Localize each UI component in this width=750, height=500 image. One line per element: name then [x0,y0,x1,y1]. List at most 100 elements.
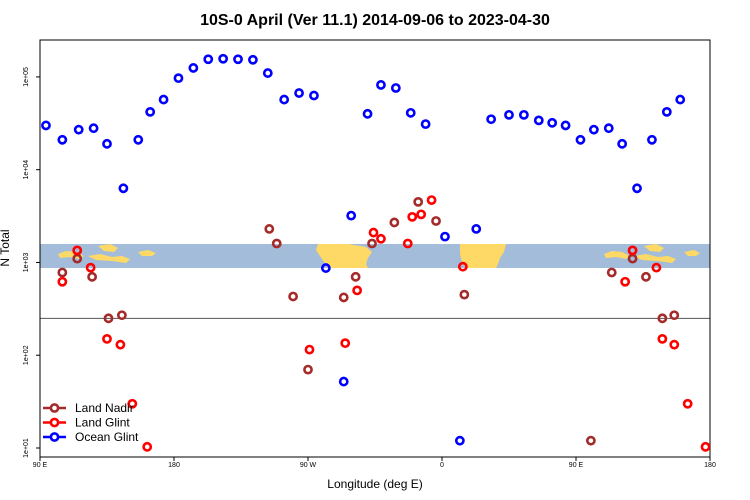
land-nadir-point [585,435,596,446]
ocean-glint-point [173,73,184,84]
land-glint-point [376,233,386,244]
y-axis-ticks: 1e+01 1e+02 1e+03 1e+04 1e+05 [23,67,40,458]
ocean-glint-point [647,134,657,145]
land-nadir-point [669,310,680,321]
ocean-glint-point [118,183,129,194]
ocean-glint-point [617,138,628,149]
chart-title: 10S-0 April (Ver 11.1) 2014-09-06 to 202… [200,12,550,29]
land-glint-point [620,276,631,287]
land-nadir-point [116,310,127,321]
ocean-glint-legend-marker [49,432,60,442]
land-glint-point [102,334,112,344]
ocean-glint-point [390,83,401,93]
land-glint-point [402,238,413,249]
ocean-glint-point [603,123,614,134]
land-nadir-point [288,291,299,302]
land-glint-point [627,245,638,256]
land-glint-legend-label: Land Glint [75,416,130,430]
ocean-glint-point [145,106,156,117]
x-tick-label: 180 [704,462,716,469]
y-tick-label: 1e+05 [23,67,30,87]
ocean-glint-point [362,108,373,119]
land-nadir-point [87,271,98,282]
land-nadir-legend-marker [49,403,60,413]
x-tick-label: 90 E [569,462,584,469]
ocean-glint-point [420,119,431,130]
ocean-glint-point [309,90,319,101]
land-nadir-point [103,313,114,324]
ocean-glint-point [486,114,497,125]
ocean-glint-point [504,109,514,120]
map-band [40,244,710,268]
ocean-glint-point [405,107,416,118]
land-glint-point [85,262,96,273]
land-nadir-point [350,271,361,282]
land-glint-point [368,227,379,238]
map-land-south-america [316,244,372,268]
ocean-glint-point [218,53,229,64]
land-glint-point [669,339,680,350]
x-tick-label: 180 [168,462,180,469]
x-axis-label: Longitude (deg E) [327,477,422,491]
ocean-glint-point [518,109,529,120]
ocean-glint-point [338,376,349,387]
x-tick-label: 90 W [300,462,317,469]
land-nadir-point [338,292,349,303]
land-nadir-point [367,238,377,249]
land-glint-point [657,334,668,344]
land-glint-point [72,245,83,256]
y-axis-label: N Total [0,229,12,266]
ocean-glint-legend-label: Ocean Glint [75,430,139,444]
land-glint-point [127,398,138,409]
ocean-glint-point [41,120,51,131]
ocean-glint-point [575,134,586,145]
land-glint-point [115,339,126,350]
ocean-glint-point [203,54,214,65]
land-nadir-point [641,271,651,282]
data-points [41,53,710,452]
land-glint-point [304,344,315,355]
ocean-glint-point [158,94,169,105]
ocean-glint-point [133,134,144,145]
ocean-glint-point [88,123,99,134]
land-nadir-point [389,217,400,228]
ocean-glint-point [102,138,112,149]
ocean-glint-point [661,106,672,117]
ocean-glint-point [188,63,199,73]
ocean-glint-point [588,124,599,135]
land-nadir-point [264,224,275,234]
x-axis-ticks: 90 E 180 90 W 0 90 E 180 [33,457,716,469]
land-glint-point [426,195,437,206]
ocean-glint-point [294,88,304,98]
land-nadir-legend-label: Land Nadir [75,401,134,415]
land-glint-point [457,261,468,272]
land-nadir-point [431,216,441,226]
land-glint-point [416,209,427,220]
ocean-glint-point [533,115,544,126]
y-tick-label: 1e+02 [23,345,30,365]
ocean-glint-point [248,54,258,65]
land-nadir-point [57,267,68,278]
y-tick-label: 1e+01 [23,438,30,458]
land-glint-point [682,398,693,409]
ocean-glint-point [454,435,465,446]
land-glint-point [57,276,68,287]
ocean-glint-point [376,80,386,90]
land-nadir-point [459,289,470,300]
land-nadir-point [413,196,424,207]
land-glint-point [142,441,153,452]
x-tick-label: 90 E [33,462,48,469]
ocean-glint-point [632,183,642,194]
land-glint-point [651,262,662,273]
y-tick-label: 1e+04 [23,160,30,180]
ocean-glint-point [547,117,558,128]
map-land-africa [460,244,506,268]
ocean-glint-point [471,224,482,234]
ocean-glint-point [675,94,686,105]
land-nadir-point [271,238,282,249]
land-glint-point [352,285,363,296]
ocean-glint-point [233,54,243,65]
land-nadir-point [657,313,668,324]
